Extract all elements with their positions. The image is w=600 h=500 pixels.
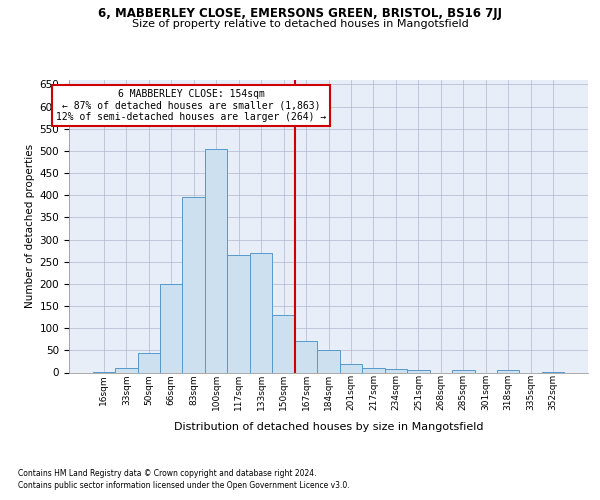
Bar [160,284,182,372]
Bar [317,350,340,372]
Bar [205,148,227,372]
Y-axis label: Number of detached properties: Number of detached properties [25,144,35,308]
Bar [362,368,385,372]
Text: 6 MABBERLEY CLOSE: 154sqm
← 87% of detached houses are smaller (1,863)
12% of se: 6 MABBERLEY CLOSE: 154sqm ← 87% of detac… [56,89,326,122]
Bar [407,370,430,372]
Bar [452,370,475,372]
Bar [182,198,205,372]
Text: Contains public sector information licensed under the Open Government Licence v3: Contains public sector information licen… [18,481,350,490]
Text: Distribution of detached houses by size in Mangotsfield: Distribution of detached houses by size … [174,422,484,432]
Bar [295,342,317,372]
Bar [340,364,362,372]
Bar [137,352,160,372]
Bar [497,370,520,372]
Bar [115,368,137,372]
Text: Size of property relative to detached houses in Mangotsfield: Size of property relative to detached ho… [131,19,469,29]
Bar [227,255,250,372]
Bar [250,253,272,372]
Text: 6, MABBERLEY CLOSE, EMERSONS GREEN, BRISTOL, BS16 7JJ: 6, MABBERLEY CLOSE, EMERSONS GREEN, BRIS… [98,8,502,20]
Text: Contains HM Land Registry data © Crown copyright and database right 2024.: Contains HM Land Registry data © Crown c… [18,468,317,477]
Bar [385,370,407,372]
Bar [272,315,295,372]
